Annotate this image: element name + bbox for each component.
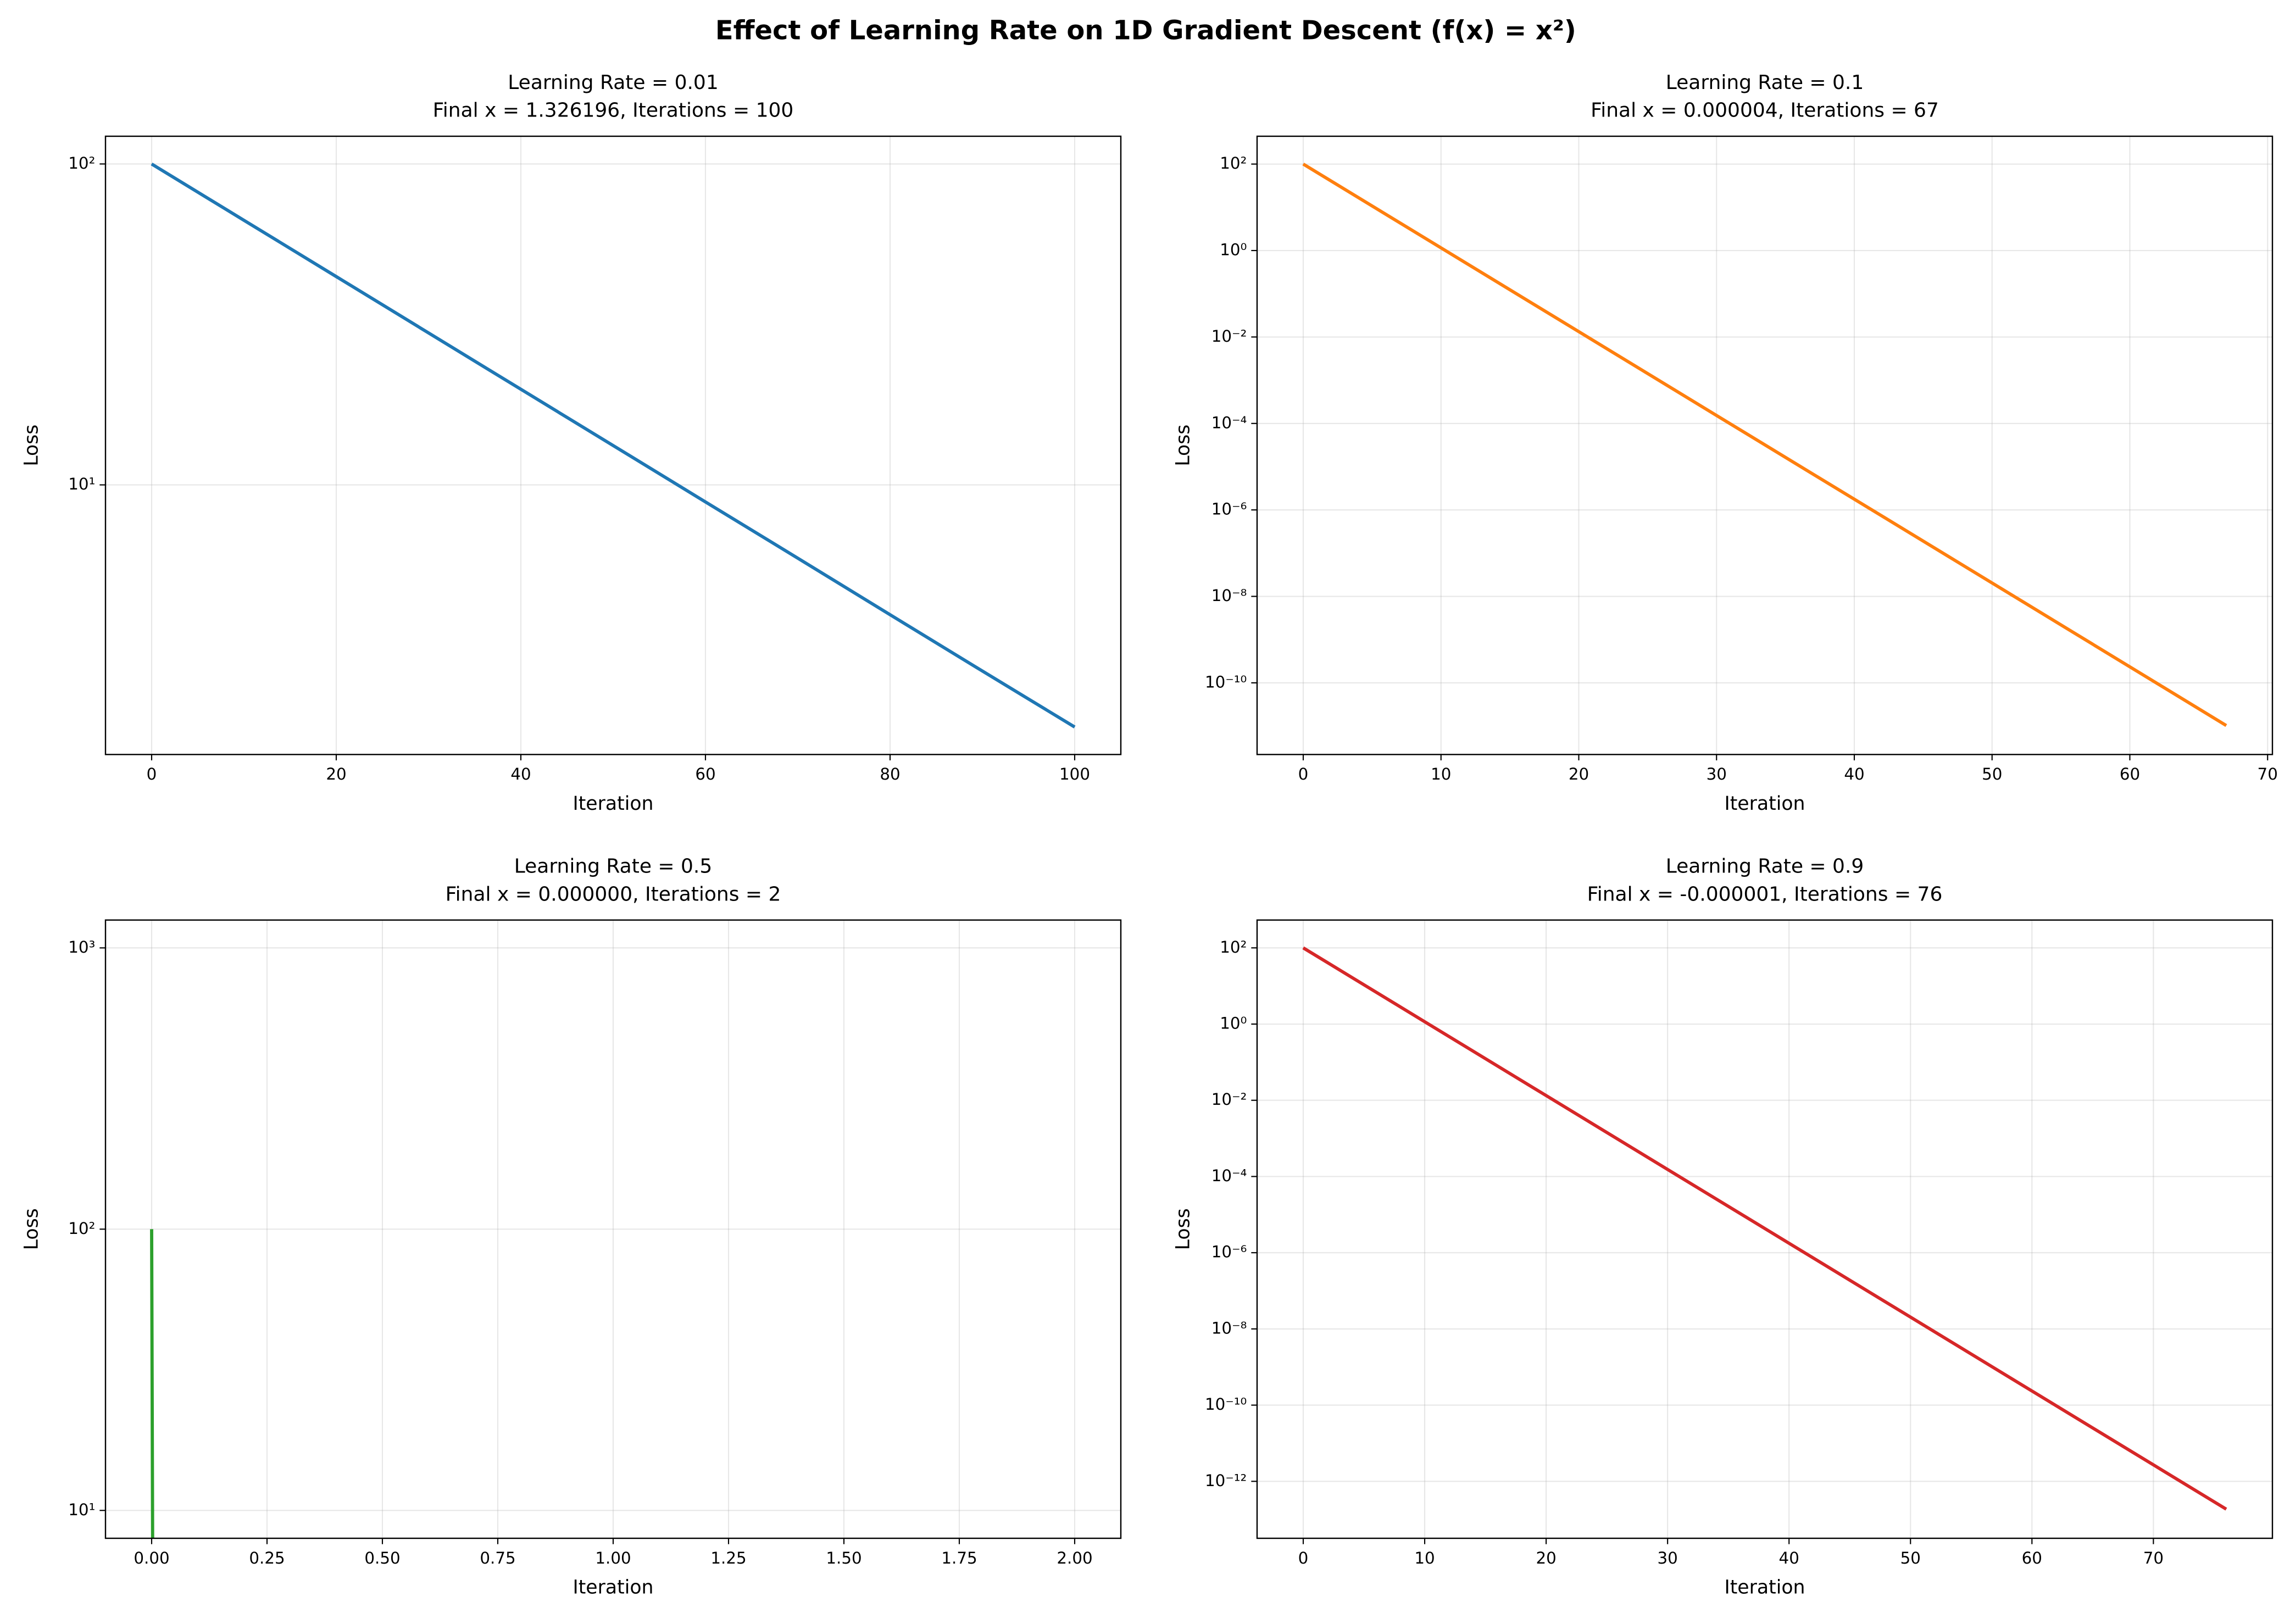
loss-line [1302, 163, 2227, 727]
x-tick-label: 40 [1779, 1549, 1799, 1567]
x-tick-label: 10 [1431, 765, 1451, 783]
x-tick-label: 2.00 [1057, 1549, 1092, 1567]
x-tick-label: 50 [1982, 765, 2002, 783]
y-tick-label: 10⁻⁴ [1211, 413, 1247, 432]
x-tick-label: 30 [1657, 1549, 1677, 1567]
y-tick-label: 10⁻⁸ [1211, 1319, 1247, 1337]
y-tick-label: 10⁰ [1220, 1014, 1247, 1033]
y-tick-label: 10⁻¹² [1205, 1471, 1247, 1490]
y-tick-label: 10² [1220, 938, 1247, 956]
x-tick-label: 20 [1569, 765, 1589, 783]
y-tick-label: 10⁻¹⁰ [1205, 1395, 1247, 1414]
x-tick-label: 70 [2258, 765, 2278, 783]
x-tick-label: 70 [2143, 1549, 2164, 1567]
y-axis-label: Loss [1172, 1208, 1194, 1250]
y-axis-label: Loss [21, 425, 43, 466]
y-tick-label: 10² [1220, 154, 1247, 173]
x-tick-label: 1.75 [941, 1549, 977, 1567]
x-tick-label: 30 [1707, 765, 1727, 783]
subplot-subtitle: Final x = 0.000000, Iterations = 2 [446, 883, 781, 905]
x-tick-label: 0.25 [249, 1549, 285, 1567]
subplot-subtitle: Final x = -0.000001, Iterations = 76 [1587, 883, 1943, 905]
x-tick-label: 10 [1414, 1549, 1435, 1567]
subplot-subtitle: Final x = 0.000004, Iterations = 67 [1591, 99, 1939, 122]
subplot: 0 10 20 30 40 50 60 70 10⁻¹² 10⁻¹⁰ 10⁻⁸ 10⁻⁶ 10⁻⁴ 10⁻… [1172, 855, 2274, 1599]
x-tick-label: 0 [147, 765, 157, 783]
x-tick-label: 60 [695, 765, 715, 783]
y-tick-label: 10⁻² [1211, 327, 1247, 346]
y-tick-label: 10⁻⁸ [1211, 586, 1247, 605]
x-tick-label: 60 [2120, 765, 2140, 783]
x-tick-label: 50 [1900, 1549, 1921, 1567]
x-tick-label: 1.00 [595, 1549, 631, 1567]
y-tick-label: 10² [68, 1219, 95, 1238]
x-tick-label: 0.00 [134, 1549, 169, 1567]
subplot-title: Learning Rate = 0.5 [514, 855, 713, 878]
axes-frame [1256, 135, 2274, 755]
axes-frame [104, 135, 1122, 755]
y-tick-label: 10¹ [68, 1500, 95, 1519]
y-tick-label: 10² [68, 154, 95, 173]
y-axis-label: Loss [1172, 425, 1194, 466]
x-tick-label: 80 [880, 765, 900, 783]
y-tick-label: 10⁻⁶ [1211, 1243, 1247, 1261]
figure-title: Effect of Learning Rate on 1D Gradient D… [715, 15, 1576, 46]
x-tick-label: 20 [1536, 1549, 1556, 1567]
y-tick-label: 10⁻¹⁰ [1205, 672, 1247, 691]
y-tick-label: 10⁰ [1220, 241, 1247, 259]
x-axis-label: Iteration [572, 793, 653, 815]
subplot-subtitle: Final x = 1.326196, Iterations = 100 [433, 99, 794, 122]
subplot: 0 10 20 30 40 50 60 70 10⁻¹⁰ 10⁻⁸ 10⁻⁶ 10⁻⁴ 10⁻² 10⁰ 1… [1172, 71, 2278, 815]
x-tick-label: 40 [510, 765, 531, 783]
x-tick-label: 1.25 [710, 1549, 746, 1567]
x-tick-label: 0.50 [364, 1549, 400, 1567]
subplot-title: Learning Rate = 0.01 [508, 71, 718, 94]
y-tick-label: 10⁻⁴ [1211, 1166, 1247, 1185]
subplot-title: Learning Rate = 0.9 [1666, 855, 1864, 878]
x-tick-label: 60 [2022, 1549, 2042, 1567]
subplot-title: Learning Rate = 0.1 [1666, 71, 1864, 94]
y-tick-label: 10⁻⁶ [1211, 500, 1247, 519]
x-tick-label: 0 [1298, 1549, 1309, 1567]
y-tick-label: 10³ [68, 938, 95, 956]
x-tick-label: 0 [1298, 765, 1309, 783]
x-tick-label: 20 [326, 765, 346, 783]
x-axis-label: Iteration [1724, 1577, 1805, 1599]
y-axis-label: Loss [21, 1208, 43, 1250]
x-tick-label: 1.50 [826, 1549, 861, 1567]
axes-frame [104, 919, 1122, 1539]
loss-line [151, 162, 1076, 728]
x-axis-label: Iteration [1724, 793, 1805, 815]
subplot: 0.00 0.25 0.50 0.75 1.00 1.25 1.50 1.75 2.00 10¹ 1… [21, 855, 1122, 1599]
x-tick-label: 40 [1844, 765, 1864, 783]
loss-line [1302, 946, 2227, 1511]
subplot: 0 20 40 60 80 100 10¹ 10² Learning Rate = 0.01 Fi… [21, 71, 1122, 815]
x-tick-label: 100 [1059, 765, 1090, 783]
x-tick-label: 0.75 [480, 1549, 515, 1567]
x-axis-label: Iteration [572, 1577, 653, 1599]
y-tick-label: 10¹ [68, 475, 95, 493]
axes-frame [1256, 919, 2274, 1539]
y-tick-label: 10⁻² [1211, 1090, 1247, 1109]
